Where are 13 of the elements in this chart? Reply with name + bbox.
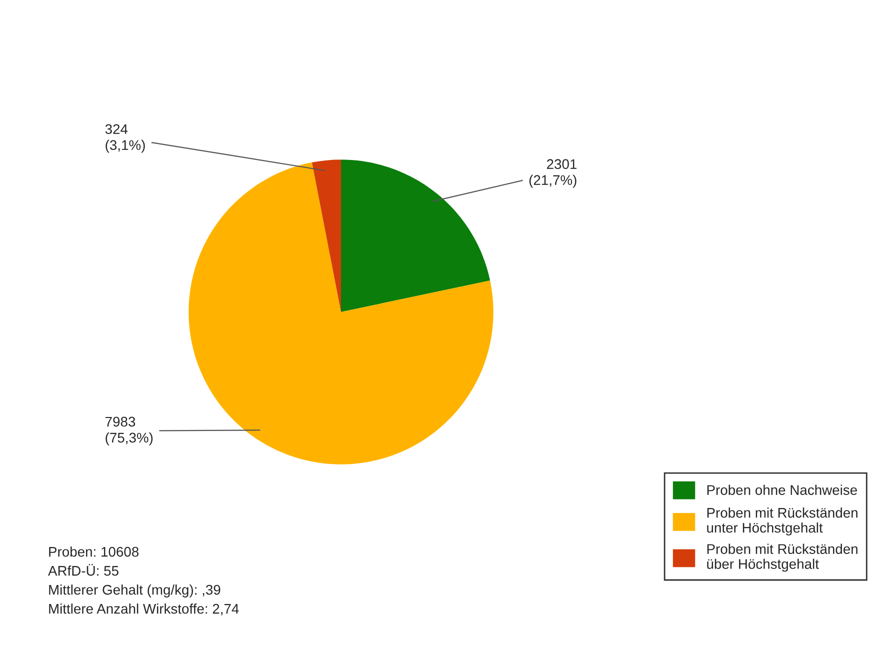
data-label: 2301 (21,7%) — [529, 159, 577, 188]
legend-label: Proben mit Rückständen über Höchstgehalt — [707, 544, 858, 572]
pie-slice — [188, 162, 494, 464]
legend-label: Proben ohne Nachweise — [707, 484, 857, 495]
data-label: 7983 (75,3%) — [106, 416, 153, 446]
pie-slice — [341, 160, 490, 312]
text: Mittlere Anzahl Wirkstoffe: 2,74 — [49, 604, 239, 616]
text: Mittlerer Gehalt (mg/kg): ,39 — [49, 584, 220, 598]
data-label: 324 (3,1%) — [105, 124, 145, 153]
text: Proben: 10608 — [49, 546, 139, 557]
pie-slice — [312, 160, 341, 312]
legend-label: Proben mit Rückständen unter Höchstgehalt — [707, 508, 858, 536]
text: ARfD-Ü: 55 — [48, 564, 118, 576]
